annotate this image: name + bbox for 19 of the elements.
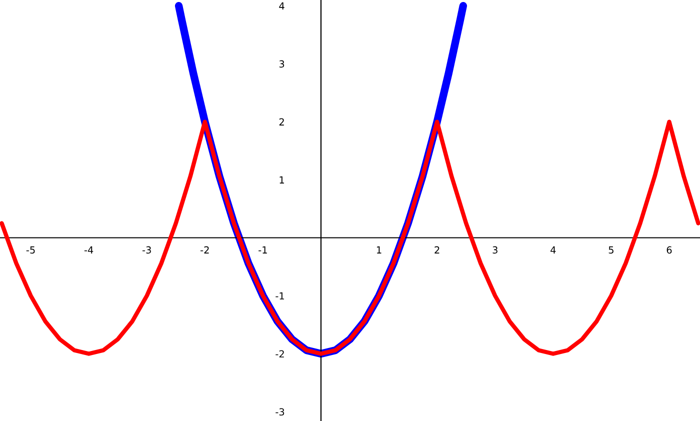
y-tick-label: -3	[276, 408, 284, 416]
x-tick-label: 1	[376, 246, 382, 254]
x-tick-label: 4	[550, 246, 556, 254]
x-tick-label: -3	[142, 246, 151, 254]
y-tick-label: 2	[279, 118, 284, 126]
x-tick-label: 3	[492, 246, 498, 254]
y-tick-label: 4	[279, 2, 284, 10]
y-tick-label: -2	[276, 350, 284, 358]
x-tick-label: -5	[26, 246, 35, 254]
x-tick-label: -4	[84, 246, 94, 254]
x-tick-label: 6	[666, 246, 672, 254]
x-tick-label: 2	[434, 246, 440, 254]
x-tick-label: 5	[608, 246, 614, 254]
y-tick-label: 3	[279, 60, 284, 68]
x-tick-label: -1	[258, 246, 267, 254]
y-tick-label: 1	[280, 176, 284, 184]
x-tick-label: -2	[200, 246, 209, 254]
y-tick-label: -1	[276, 292, 284, 300]
line-series	[0, 120, 700, 356]
